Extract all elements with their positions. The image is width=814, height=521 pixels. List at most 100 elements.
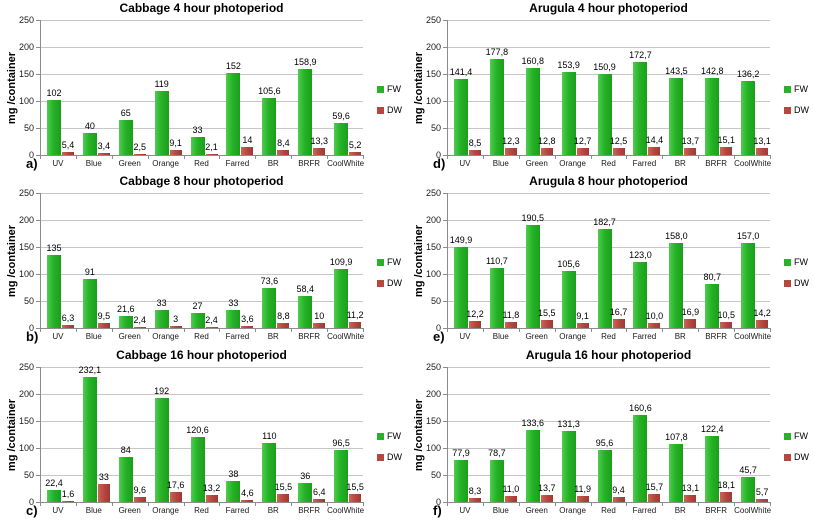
x-axis-tick — [590, 155, 592, 159]
legend-item-fw: FW — [784, 85, 808, 94]
x-axis-tick — [482, 328, 484, 332]
fw-value-label: 102 — [46, 87, 62, 98]
fw-bar-uv — [47, 489, 61, 502]
x-axis-tick — [662, 502, 664, 506]
fw-bar-green — [118, 119, 133, 155]
y-axis-tick — [443, 301, 447, 302]
x-axis-category-label: CoolWhite — [734, 159, 772, 168]
fw-value-label: 133,6 — [521, 417, 545, 428]
chart-legend: FW DW — [784, 173, 814, 347]
x-axis-category-label: BRFR — [298, 332, 321, 341]
fw-value-label: 65 — [120, 107, 131, 118]
fw-color-swatch — [377, 259, 384, 266]
dw-value-label: 13,3 — [310, 135, 328, 146]
legend-item-dw: DW — [377, 106, 402, 115]
x-axis-tick — [40, 155, 41, 159]
y-axis-tick-label: 200 — [425, 42, 441, 52]
dw-value-label: 10 — [314, 310, 325, 321]
gridline — [40, 74, 363, 75]
fw-bar-blue — [82, 133, 97, 155]
gridline — [40, 220, 363, 221]
legend-label-dw: DW — [387, 452, 402, 462]
fw-color-swatch — [784, 259, 791, 266]
fw-bar-green — [525, 225, 540, 328]
dw-value-label: 6,3 — [61, 312, 75, 323]
fw-bar-red — [190, 313, 205, 328]
y-axis-tick — [36, 220, 40, 221]
legend-item-dw: DW — [377, 279, 402, 288]
fw-bar-red — [597, 450, 612, 502]
dw-bar-coolwhite — [756, 147, 769, 155]
fw-value-label: 33 — [156, 298, 167, 309]
y-axis-tick-label: 100 — [18, 443, 34, 453]
x-axis-category-label: Blue — [492, 332, 509, 341]
x-axis-tick — [363, 502, 364, 506]
fw-value-label: 190,5 — [521, 213, 545, 224]
fw-bar-orange — [154, 90, 169, 155]
dw-bar-uv — [469, 150, 481, 155]
legend-label-dw: DW — [387, 105, 402, 115]
fw-value-label: 177,8 — [485, 46, 509, 57]
y-axis-tick-label: 250 — [425, 188, 441, 198]
x-axis-tick — [734, 328, 736, 332]
x-axis-tick — [291, 502, 293, 506]
dw-value-label: 3 — [173, 314, 179, 325]
dw-bar-uv — [62, 501, 74, 502]
dw-value-label: 15,5 — [346, 481, 364, 492]
x-axis-tick — [626, 328, 628, 332]
x-axis-category-label: Blue — [492, 506, 509, 515]
dw-bar-coolwhite — [349, 321, 362, 328]
fw-bar-red — [597, 229, 612, 328]
dw-color-swatch — [784, 107, 791, 114]
x-axis-category-label: UV — [52, 506, 64, 515]
fw-value-label: 33 — [228, 298, 239, 309]
dw-value-label: 3,4 — [97, 141, 111, 152]
legend-item-dw: DW — [377, 453, 402, 462]
fw-bar-farred — [226, 310, 241, 328]
dw-bar-br — [277, 323, 290, 328]
y-axis-line — [40, 367, 41, 502]
x-axis-category-label: BRFR — [705, 506, 728, 515]
y-axis-tick-label: 0 — [28, 323, 34, 333]
dw-value-label: 18,1 — [717, 480, 735, 491]
x-axis-tick — [770, 502, 771, 506]
x-axis-tick — [219, 155, 221, 159]
fw-bar-blue — [82, 376, 97, 502]
x-axis-category-label: Blue — [85, 159, 102, 168]
chart-legend: FW DW — [784, 347, 814, 521]
y-axis-tick-label: 100 — [18, 96, 34, 106]
dw-value-label: 2,5 — [133, 141, 147, 152]
fw-bar-blue — [82, 278, 97, 328]
dw-value-label: 16,7 — [609, 306, 628, 317]
gridline — [40, 394, 363, 395]
dw-value-label: 4,6 — [241, 487, 254, 498]
x-axis-tick — [183, 502, 185, 506]
y-axis-tick — [36, 475, 40, 476]
fw-bar-coolwhite — [334, 449, 349, 502]
fw-value-label: 105,6 — [258, 85, 281, 96]
legend-item-fw: FW — [377, 85, 401, 94]
dw-bar-uv — [469, 321, 481, 328]
dw-bar-brfr — [720, 492, 733, 502]
legend-item-fw: FW — [784, 258, 808, 267]
y-axis-tick — [36, 421, 40, 422]
y-axis-tick-label: 100 — [18, 269, 34, 279]
y-axis-tick — [443, 247, 447, 248]
fw-bar-blue — [489, 268, 504, 328]
fw-value-label: 192 — [154, 386, 170, 397]
dw-bar-br — [277, 493, 290, 502]
y-axis-tick — [36, 128, 40, 129]
dw-value-label: 9,1 — [576, 311, 589, 322]
fw-bar-blue — [489, 459, 504, 502]
x-axis-category-label: Farred — [632, 159, 657, 168]
dw-bar-brfr — [313, 147, 326, 155]
gridline — [447, 47, 770, 48]
dw-bar-blue — [97, 322, 110, 328]
x-axis-category-label: Red — [601, 159, 616, 168]
dw-bar-uv — [469, 497, 481, 502]
fw-bar-orange — [154, 398, 169, 502]
x-axis-category-label: UV — [459, 159, 471, 168]
dw-bar-red — [205, 326, 218, 328]
dw-bar-orange — [169, 492, 182, 502]
fw-bar-farred — [226, 481, 241, 502]
